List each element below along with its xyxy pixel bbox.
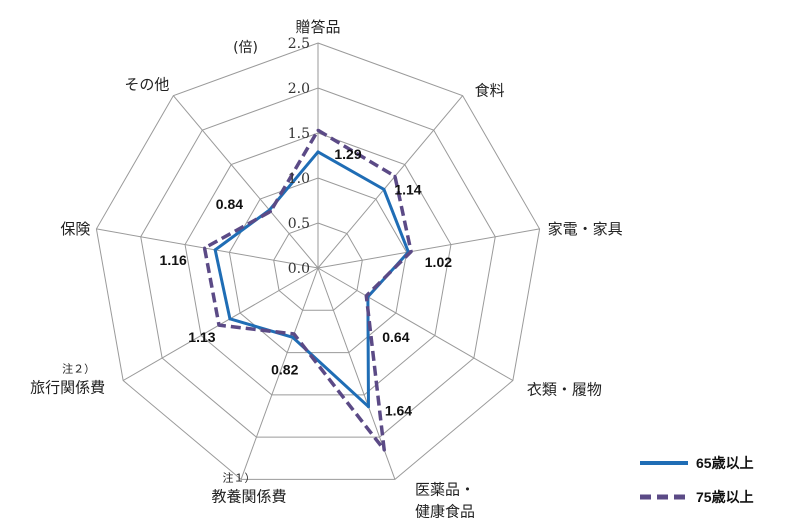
grid-spoke-8 [172,95,319,269]
tick-label: 0.5 [288,216,310,232]
category-label: 家電・家具 [548,220,623,238]
grid-layer [95,42,541,480]
legend: 65歳以上 75歳以上 [640,455,754,505]
data-point [291,335,295,339]
data-point [364,294,368,298]
category-label: 衣類・履物 [527,381,602,399]
data-point [409,250,413,254]
data-label: 1.64 [385,403,412,419]
category-label: 教養関係費 [212,487,287,505]
category-label: 健康食品 [415,502,475,518]
category-label: 保険 [60,220,90,238]
grid-spoke-7 [96,228,319,269]
tick-label: 1.0 [288,171,310,187]
series-line-1 [213,150,410,409]
category-label: 旅行関係費 [30,379,105,397]
unit-label: (倍) [233,40,258,56]
grid-spoke-5 [240,267,319,480]
data-label: 1.02 [425,254,452,270]
legend-label-2: 75歳以上 [696,489,754,505]
tick-label: 2.0 [288,81,310,97]
grid-ring-3 [184,132,452,396]
data-label: 0.84 [216,196,243,212]
category-note: 注２） [62,362,95,376]
tick-label: 1.5 [288,126,310,142]
data-label: 1.29 [334,146,361,162]
data-point [316,128,320,132]
tick-label: 2.5 [288,36,310,52]
data-point [382,448,386,452]
grid-spoke-3 [317,267,514,381]
category-label: 医薬品・ [415,480,475,498]
grid-ring-2 [228,177,408,354]
data-point [203,246,207,250]
data-label: 0.82 [271,361,298,377]
grid-ring-4 [140,87,496,438]
data-point [393,174,397,178]
data-point [316,150,320,154]
data-point [366,405,370,409]
data-label: 1.16 [160,252,187,268]
data-label: 1.13 [188,329,215,345]
tick-label: 0.0 [288,261,310,277]
grid-ring-5 [95,42,541,480]
data-point [382,187,386,191]
data-point [213,248,217,252]
category-label: その他 [124,76,169,94]
legend-label-1: 65歳以上 [696,455,754,471]
category-label: 食料 [475,82,505,100]
data-point [228,317,232,321]
grid-spoke-1 [317,95,464,269]
data-point [217,323,221,327]
data-point [292,332,296,336]
category-label: 贈答品 [295,18,340,36]
grid-ring-1 [273,222,363,311]
data-label: 0.64 [382,329,409,345]
category-note: 注１） [223,470,256,484]
label-layer: 0.0 0.5 1.0 1.5 2.0 2.5 (倍) 贈答品食料家電・家具衣類・履物医薬品・… [30,18,622,518]
series-layer [202,128,413,452]
series-line-2 [202,128,413,452]
data-point [269,209,273,213]
data-label: 1.14 [394,181,421,197]
grid-spoke-2 [317,228,540,269]
